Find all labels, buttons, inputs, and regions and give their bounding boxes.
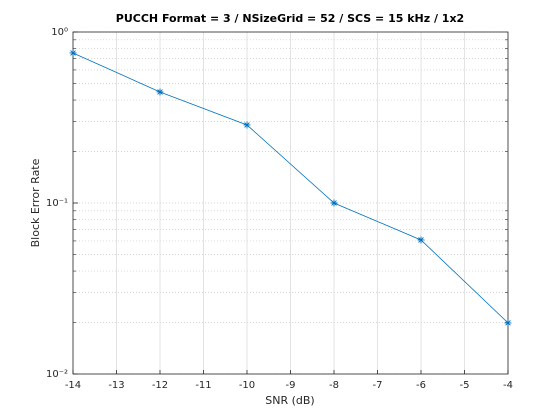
x-tick-label: -13 — [108, 380, 124, 391]
x-tick-label: -5 — [460, 380, 470, 391]
marker — [69, 49, 77, 57]
marker — [156, 88, 164, 96]
x-tick-label: -11 — [195, 380, 211, 391]
x-tick-label: -9 — [286, 380, 296, 391]
y-tick-label: 10⁻² — [46, 369, 68, 380]
x-tick-label: -6 — [416, 380, 426, 391]
x-tick-label: -4 — [503, 380, 513, 391]
chart-title: PUCCH Format = 3 / NSizeGrid = 52 / SCS … — [116, 12, 464, 25]
marker — [504, 319, 512, 327]
x-tick-label: -12 — [152, 380, 168, 391]
y-tick-label: 10⁰ — [51, 27, 68, 38]
y-axis-label: Block Error Rate — [29, 158, 42, 247]
x-tick-label: -7 — [373, 380, 383, 391]
marker — [243, 121, 251, 129]
x-tick-label: -8 — [329, 380, 339, 391]
x-axis-label: SNR (dB) — [265, 394, 314, 407]
x-tick-label: -10 — [239, 380, 255, 391]
y-tick-label: 10⁻¹ — [46, 198, 68, 209]
marker — [417, 236, 425, 244]
marker — [330, 199, 338, 207]
x-tick-label: -14 — [65, 380, 81, 391]
axes-box — [72, 31, 509, 375]
series-line — [72, 52, 509, 324]
